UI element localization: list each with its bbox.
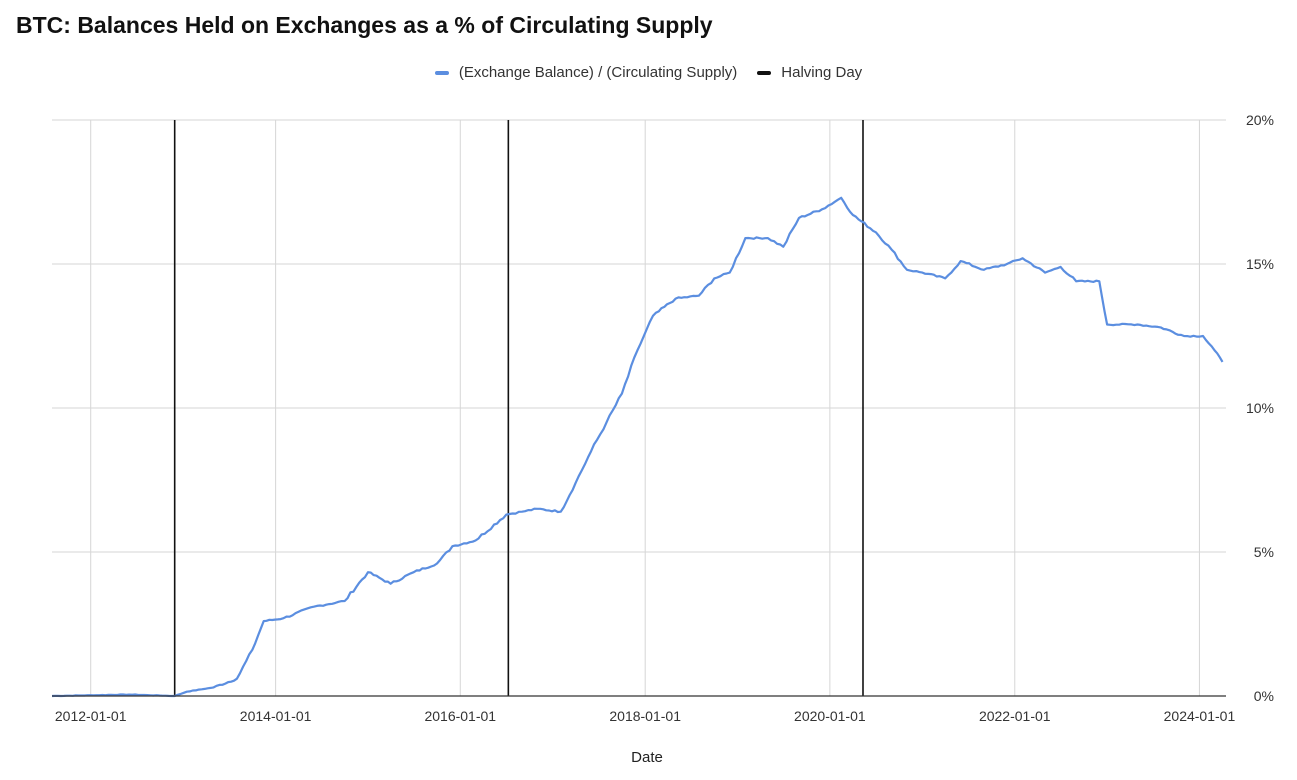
- x-tick-label: 2022-01-01: [979, 708, 1051, 724]
- legend-item-exchange-balance[interactable]: (Exchange Balance) / (Circulating Supply…: [434, 64, 738, 81]
- legend-swatch-halving-day: [757, 70, 772, 75]
- y-tick-label: 20%: [1246, 112, 1274, 128]
- y-tick-label: 10%: [1246, 400, 1274, 416]
- chart-title: BTC: Balances Held on Exchanges as a % o…: [16, 12, 713, 38]
- series-line-exchange-balance: [51, 196, 1224, 698]
- y-tick-label: 15%: [1246, 256, 1274, 272]
- chart-axes: 0% 5% 10% 15% 20% 2012-01-01 2014-01-01 2016-01…: [52, 112, 1274, 724]
- x-axis-label: Date: [631, 749, 663, 766]
- y-tick-label: 5%: [1254, 544, 1274, 560]
- chart-legend: (Exchange Balance) / (Circulating Supply…: [0, 64, 1297, 81]
- legend-swatch-exchange-balance: [434, 70, 449, 75]
- legend-label-halving-day: Halving Day: [781, 64, 863, 81]
- x-tick-label: 2020-01-01: [794, 708, 866, 724]
- x-tick-label: 2018-01-01: [609, 708, 681, 724]
- series-lines: [51, 196, 1224, 698]
- y-tick-label: 0%: [1254, 688, 1274, 704]
- x-tick-label: 2016-01-01: [424, 708, 496, 724]
- legend-item-halving-day[interactable]: Halving Day: [757, 64, 862, 81]
- chart-grid: [52, 119, 1226, 696]
- x-tick-label: 2014-01-01: [240, 708, 312, 724]
- legend-label-exchange-balance: (Exchange Balance) / (Circulating Supply…: [458, 64, 738, 81]
- x-tick-label: 2024-01-01: [1164, 708, 1236, 724]
- x-tick-label: 2012-01-01: [55, 708, 127, 724]
- halving-lines: [173, 120, 864, 696]
